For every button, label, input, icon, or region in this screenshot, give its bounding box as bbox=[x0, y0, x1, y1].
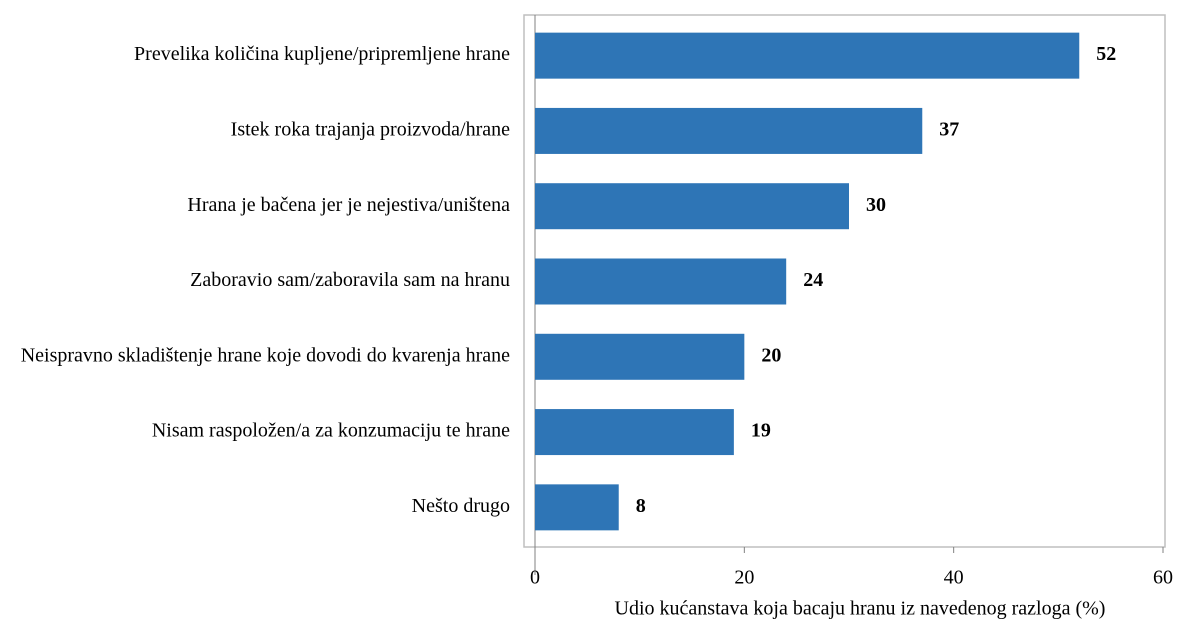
value-label: 20 bbox=[761, 344, 781, 366]
y-tick-label: Zaboravio sam/zaboravila sam na hranu bbox=[190, 269, 510, 291]
bar bbox=[535, 258, 787, 305]
bar bbox=[535, 183, 849, 230]
y-tick-label: Neispravno skladištenje hrane koje dovod… bbox=[21, 344, 510, 366]
x-tick-label: 20 bbox=[734, 567, 754, 589]
y-tick-label: Hrana je bačena jer je nejestiva/uništen… bbox=[187, 194, 510, 216]
value-label: 19 bbox=[751, 420, 771, 442]
value-label: 30 bbox=[866, 194, 886, 216]
bar bbox=[535, 484, 619, 531]
bar bbox=[535, 333, 745, 380]
value-label: 8 bbox=[636, 495, 646, 517]
x-tick-label: 0 bbox=[530, 567, 540, 589]
y-tick-label: Prevelika količina kupljene/pripremljene… bbox=[134, 43, 510, 65]
y-tick-label: Nešto drugo bbox=[412, 495, 510, 517]
y-tick-label: Nisam raspoložen/a za konzumaciju te hra… bbox=[152, 420, 510, 442]
x-tick-label: 60 bbox=[1153, 567, 1173, 589]
bar bbox=[535, 32, 1080, 79]
bar bbox=[535, 409, 734, 456]
plot-frame bbox=[523, 14, 1166, 548]
y-tick-label: Istek roka trajanja proizvoda/hrane bbox=[231, 119, 510, 141]
value-label: 52 bbox=[1096, 43, 1116, 65]
x-tick-label: 40 bbox=[944, 567, 964, 589]
bar bbox=[535, 107, 923, 154]
value-label: 24 bbox=[803, 269, 823, 291]
value-label: 37 bbox=[939, 119, 959, 141]
x-axis-title: Udio kućanstava koja bacaju hranu iz nav… bbox=[615, 598, 1106, 620]
